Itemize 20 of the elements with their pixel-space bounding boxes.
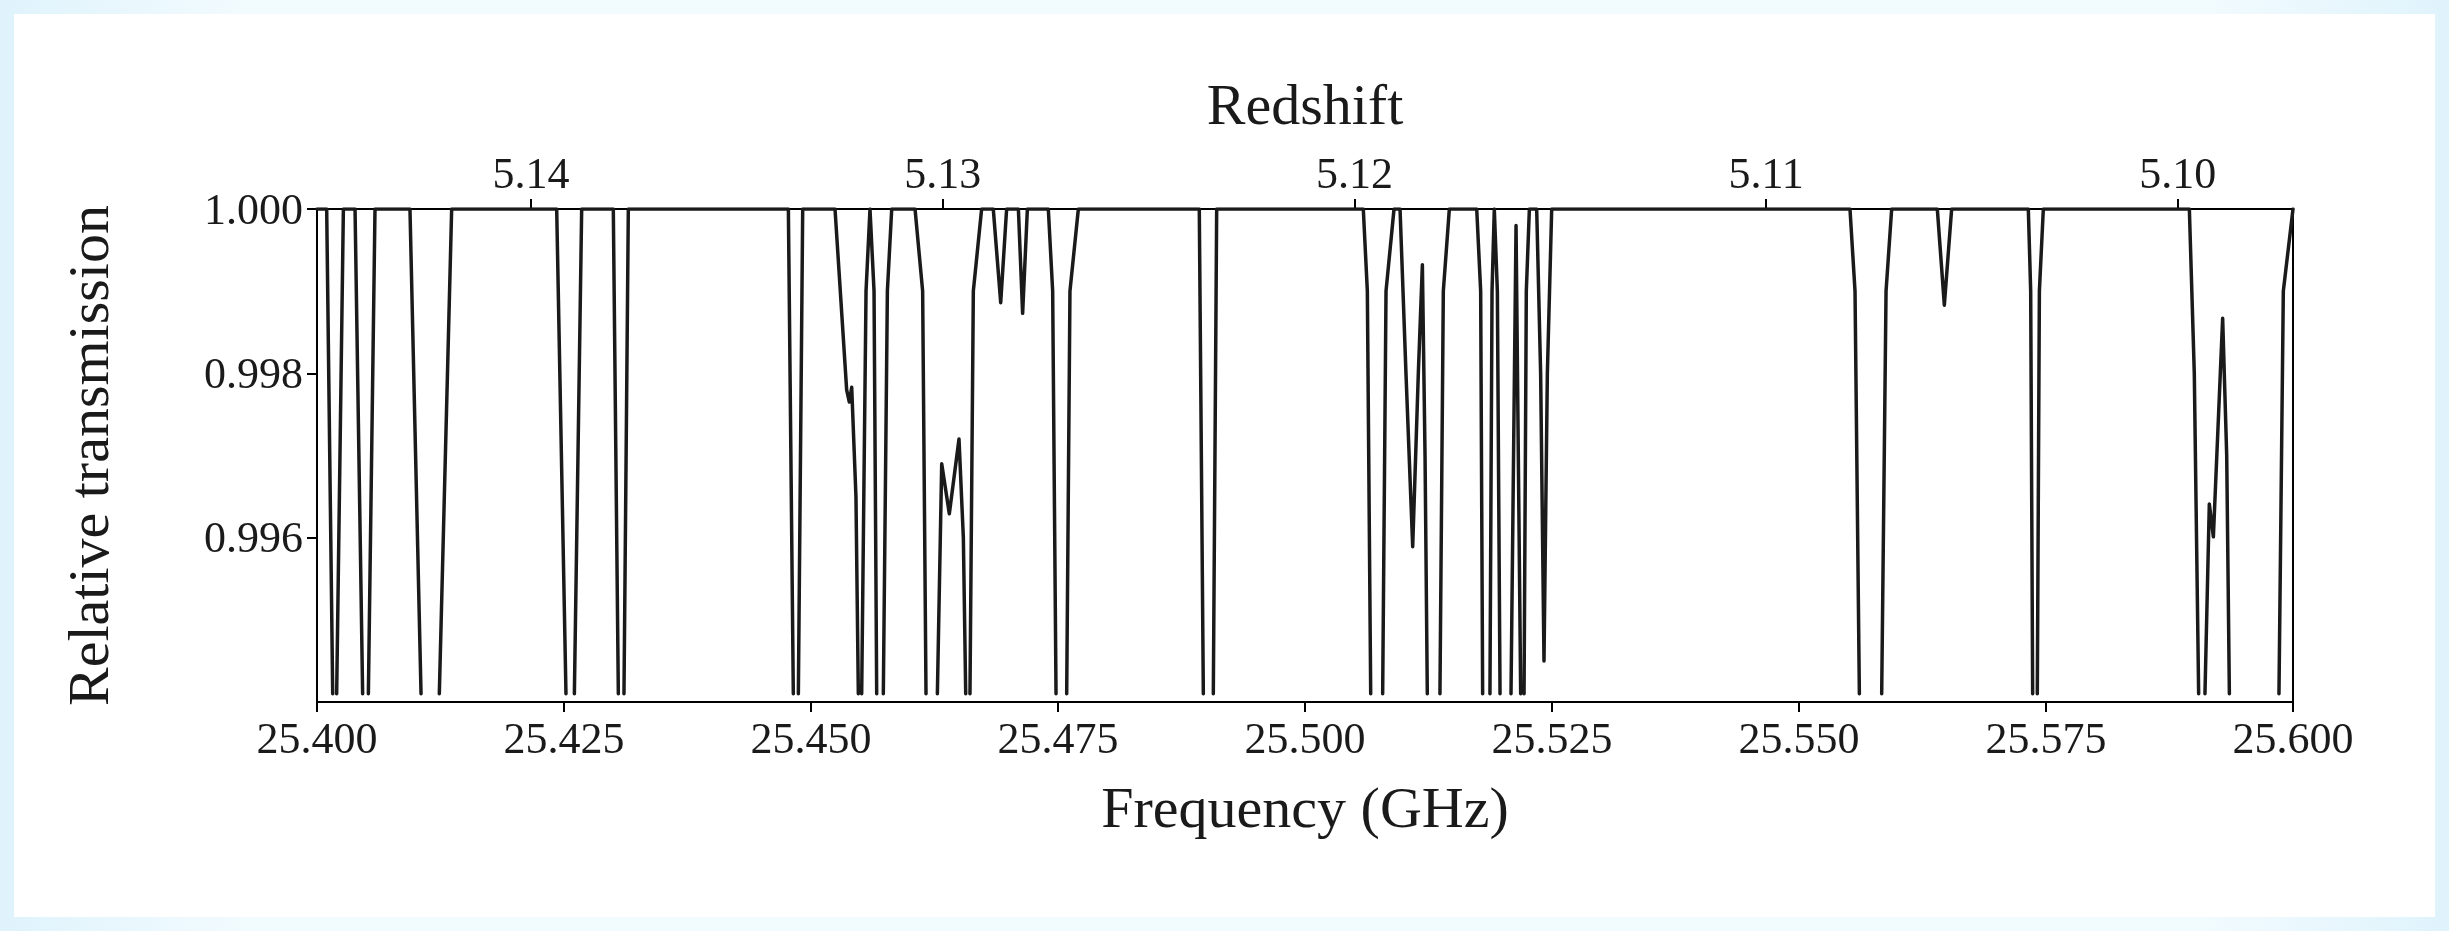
x2-tick-label: 5.11 [1728, 148, 1804, 198]
x-tick-label: 25.450 [750, 713, 872, 763]
x-axis-title: Frequency (GHz) [1101, 774, 1509, 840]
x-tick-label: 25.525 [1491, 713, 1613, 763]
x2-tick-label: 5.10 [2139, 148, 2217, 198]
x-tick-label: 25.500 [1244, 713, 1366, 763]
x-tick-label: 25.550 [1738, 713, 1860, 763]
y-tick-label: 1.000 [204, 184, 303, 234]
x-tick-label: 25.475 [997, 713, 1119, 763]
y-axis-title: Relative transmission [55, 205, 121, 706]
x2-tick-label: 5.13 [904, 148, 982, 198]
x-tick-label: 25.600 [2232, 713, 2354, 763]
x-tick-label: 25.575 [1985, 713, 2107, 763]
x2-tick-label: 5.12 [1315, 148, 1393, 198]
x-tick-label: 25.400 [256, 713, 378, 763]
y-tick-label: 0.996 [204, 513, 303, 563]
x2-tick-label: 5.14 [492, 148, 570, 198]
y-tick-label: 0.998 [204, 348, 303, 398]
x2-axis-title: Redshift [1206, 71, 1404, 137]
x-tick-label: 25.425 [503, 713, 625, 763]
